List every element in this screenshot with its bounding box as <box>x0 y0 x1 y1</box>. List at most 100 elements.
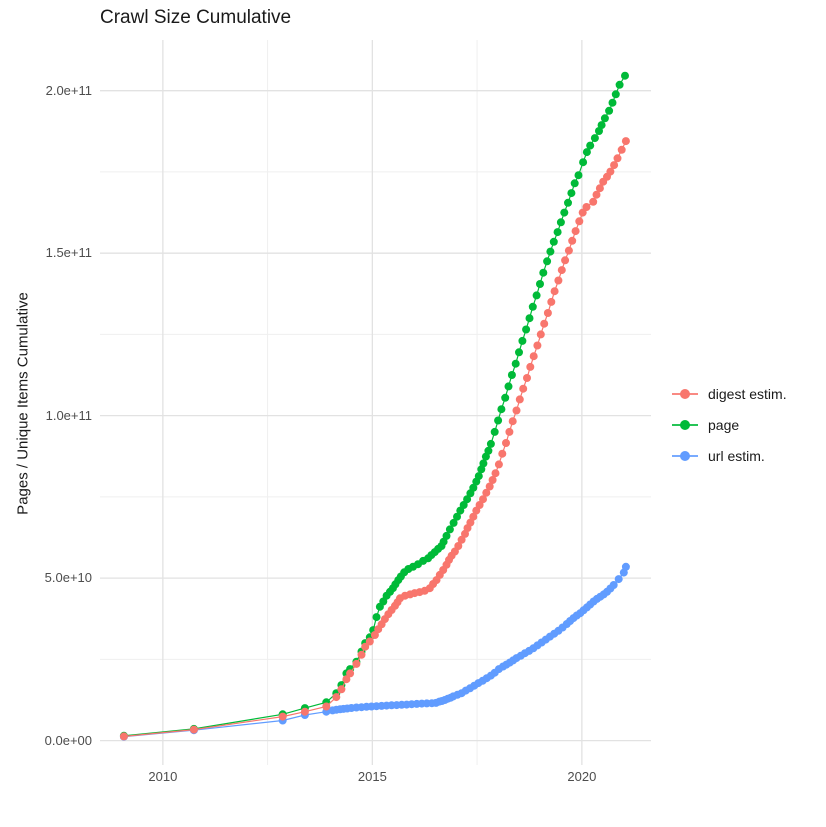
data-point <box>621 562 630 571</box>
data-point <box>497 405 506 414</box>
x-tick-label: 2020 <box>567 769 597 784</box>
data-point <box>606 167 615 176</box>
data-point <box>543 257 552 266</box>
data-point <box>621 137 630 146</box>
data-point <box>278 712 287 721</box>
data-point <box>352 659 361 668</box>
y-tick-label: 2.0e+11 <box>45 82 92 98</box>
data-point <box>515 348 523 357</box>
data-point <box>613 154 622 163</box>
data-point <box>567 189 576 198</box>
data-point <box>469 483 478 492</box>
data-point <box>589 197 598 206</box>
data-point <box>361 642 370 651</box>
data-point <box>453 512 461 521</box>
data-point <box>553 228 562 237</box>
data-point <box>332 693 341 702</box>
x-tick-label: 2015 <box>357 769 387 784</box>
data-point <box>337 685 346 694</box>
data-point <box>463 495 472 504</box>
data-point <box>449 518 458 527</box>
data-point <box>491 469 500 478</box>
data-point <box>479 459 488 468</box>
data-point <box>586 141 595 150</box>
data-point <box>595 184 604 193</box>
data-point <box>379 597 388 606</box>
data-point <box>590 134 599 143</box>
url-series-key-icon <box>672 450 698 461</box>
data-point <box>570 179 579 188</box>
data-point <box>617 145 626 154</box>
data-point <box>508 417 517 426</box>
data-point <box>457 535 466 544</box>
data-point <box>507 371 516 379</box>
data-point <box>608 98 617 107</box>
data-point <box>574 171 583 180</box>
data-point <box>536 280 544 288</box>
series-line <box>123 566 627 738</box>
data-point <box>554 276 563 285</box>
data-point <box>454 542 463 550</box>
data-point <box>502 439 510 447</box>
data-point <box>486 439 495 448</box>
data-point <box>346 669 355 678</box>
data-point <box>445 525 454 534</box>
data-point <box>466 518 475 527</box>
data-point <box>592 190 601 199</box>
data-point <box>621 71 629 80</box>
data-point <box>484 446 493 455</box>
data-point <box>582 148 591 157</box>
data-point <box>505 427 514 436</box>
legend-label-url: url estim. <box>708 447 765 464</box>
data-point <box>442 531 451 540</box>
data-point <box>614 575 623 584</box>
data-point <box>525 314 534 323</box>
data-point <box>539 268 548 277</box>
y-axis-title: Pages / Unique Items Cumulative <box>14 292 32 515</box>
data-point <box>556 218 565 227</box>
x-tick-label: 2010 <box>148 769 178 784</box>
data-point <box>564 246 573 255</box>
legend-item-page: page <box>672 409 787 440</box>
data-point <box>488 476 497 484</box>
data-point <box>546 247 555 256</box>
data-point <box>370 631 379 639</box>
data-point <box>342 675 351 684</box>
data-point <box>469 512 478 521</box>
data-point <box>459 501 468 509</box>
data-point <box>549 237 558 246</box>
data-point <box>561 256 570 265</box>
chart-title: Crawl Size Cumulative <box>100 7 292 28</box>
data-point <box>523 374 531 382</box>
data-point <box>547 297 556 306</box>
data-point <box>504 382 513 391</box>
data-point <box>372 613 381 622</box>
data-point <box>610 161 619 170</box>
data-point <box>611 90 620 99</box>
data-point <box>536 330 545 339</box>
data-point <box>543 309 552 317</box>
data-point <box>515 395 524 404</box>
data-point <box>119 732 128 741</box>
data-point <box>528 302 537 311</box>
data-point <box>533 341 542 350</box>
y-tick-label: 0.0e+00 <box>44 732 92 748</box>
series-url-estim- <box>119 562 630 741</box>
data-point <box>522 325 531 334</box>
data-point <box>479 495 487 504</box>
series-line <box>123 140 627 737</box>
data-point <box>494 416 503 425</box>
data-point <box>560 208 569 217</box>
data-point <box>189 725 198 734</box>
data-point <box>485 482 494 491</box>
data-point <box>557 266 566 275</box>
data-point <box>322 702 331 711</box>
data-point <box>550 287 559 296</box>
data-point <box>575 217 584 226</box>
data-point <box>571 227 580 236</box>
data-point <box>482 488 491 497</box>
data-point <box>498 449 507 458</box>
y-tick-label: 5.0e+10 <box>44 570 92 586</box>
